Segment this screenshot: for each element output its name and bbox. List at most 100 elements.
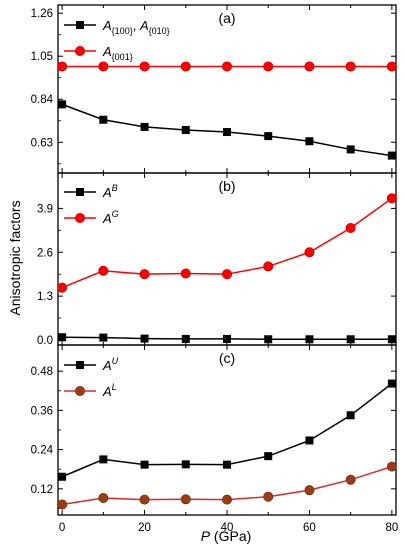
legend-sub: {100} [112,26,133,36]
y-tick-label: 0.63 [31,137,53,149]
legend-sup: G [112,209,119,219]
legend-main-2: A [139,18,149,33]
y-tick-label: 0.0 [37,335,53,347]
data-point [223,128,231,137]
data-point [181,460,190,469]
y-tick-label: 0.24 [31,445,54,457]
data-point [346,145,355,154]
x-axis-unit: (GPa) [210,528,251,544]
data-point [98,492,109,503]
legend-sup: L [112,382,117,392]
legend-main: A [102,211,112,226]
data-point [263,61,274,72]
data-point [99,455,108,464]
series-0 [58,379,396,481]
data-point [57,282,68,293]
data-point [221,61,232,72]
data-point [386,193,397,204]
data-point [263,491,274,502]
panel-label: (c) [219,350,235,366]
x-axis-title: P (GPa) [201,528,252,544]
data-point [140,334,149,343]
data-point [99,115,108,124]
data-point [304,61,315,72]
panel-label: (b) [218,178,235,194]
y-axis-title: Anisotropic factors [7,200,23,315]
legend-marker [75,385,86,396]
legend-marker [76,21,84,29]
data-point [264,452,273,461]
data-point [180,494,191,505]
data-point [221,269,232,280]
legend-main: A [102,384,112,399]
x-tick-label: 20 [138,522,151,534]
series-0 [58,100,396,160]
data-point [58,472,67,481]
y-tick-label: 0.84 [31,94,54,106]
data-point [387,379,396,388]
data-point [223,460,231,469]
data-point [346,411,355,420]
data-point [98,61,109,72]
legend-main: A [102,358,112,373]
data-point [180,61,191,72]
data-point [180,268,191,279]
data-point [99,333,108,342]
legend-main: A [102,18,112,33]
data-point [345,61,356,72]
y-tick-label: 1.05 [31,51,53,63]
data-point [387,151,396,160]
panel-a: 0.630.841.051.26 (a)A{100}, A{010}A{001} [31,4,397,174]
y-tick-label: 0.48 [31,366,53,378]
data-point [387,335,396,344]
data-point [140,122,149,131]
data-point [181,334,190,343]
x-tick-label: 80 [385,522,398,534]
legend-marker [75,46,86,57]
legend-marker [75,212,86,223]
series-1 [57,461,397,510]
x-tick-label: 40 [221,522,234,534]
legend-label: AU [102,356,119,373]
data-point [305,335,314,344]
data-point [139,269,150,280]
series-1 [57,61,397,72]
legend-label: AB [102,183,118,200]
y-tick-label: 3.9 [37,203,53,215]
legend-label: AG [102,209,119,226]
data-point [58,333,67,342]
x-tick-label: 0 [59,522,65,534]
data-point [139,61,150,72]
data-point [305,137,314,146]
data-point [263,261,274,272]
y-tick-label: 2.6 [37,247,53,259]
data-point [98,265,109,276]
series-0 [58,333,396,344]
legend-main: A [102,185,112,200]
panel-label: (a) [218,10,235,26]
series-1 [57,193,397,293]
y-tick-label: 1.26 [31,8,53,20]
data-point [140,460,149,469]
y-tick-label: 0.36 [31,405,53,417]
legend-label: A{100}, A{010} [102,18,170,36]
data-point [139,494,150,505]
legend-main: A [102,44,112,59]
x-axis-var: P [201,528,211,544]
data-point [345,474,356,485]
legend-sub-2: {010} [149,26,170,36]
data-point [181,125,190,134]
data-point [386,61,397,72]
legend-label: AL [102,382,117,399]
data-point [264,335,273,344]
y-tick-label: 0.12 [31,484,53,496]
data-point [305,436,314,445]
data-point [57,499,68,510]
data-point [223,334,231,343]
data-point [386,461,397,472]
legend-marker [76,188,84,196]
data-point [304,485,315,496]
